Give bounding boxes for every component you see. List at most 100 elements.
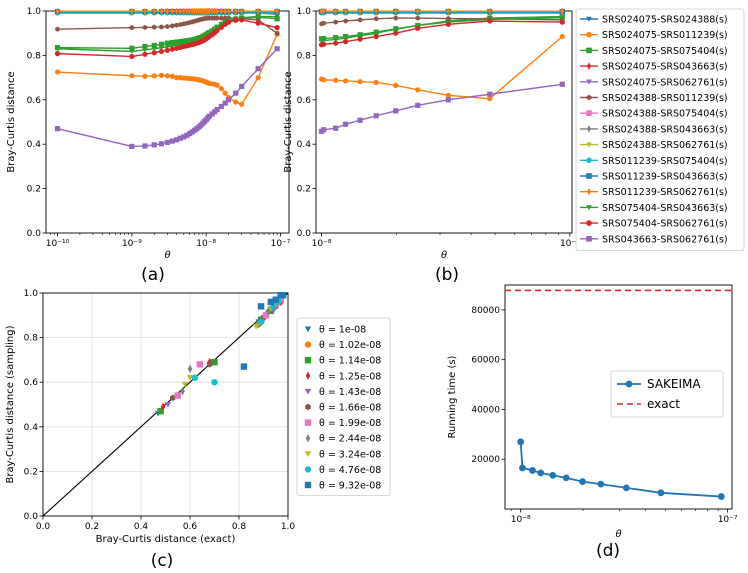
x-tick-label: 0.2 xyxy=(85,522,99,532)
sakeima-line xyxy=(519,441,722,498)
data-point xyxy=(165,7,170,15)
legend-label: θ = 1.02e-08 xyxy=(319,340,381,351)
data-point xyxy=(177,135,184,141)
legend-label: SRS075404-SRS043663(s) xyxy=(602,203,728,214)
data-point xyxy=(151,50,157,56)
data-point xyxy=(333,40,339,46)
data-point xyxy=(151,46,157,52)
data-point xyxy=(215,7,219,15)
data-point xyxy=(487,7,492,15)
x-tick-label: 0.0 xyxy=(36,522,51,532)
data-point xyxy=(446,7,451,15)
sakeima-point xyxy=(529,467,536,474)
data-point xyxy=(255,66,261,72)
legend-label: θ = 1.14e-08 xyxy=(319,356,381,367)
scatter-point xyxy=(252,323,260,330)
data-point xyxy=(169,43,175,49)
legend-marker xyxy=(587,62,591,70)
y-tick-label: 0.4 xyxy=(24,423,39,433)
y-tick-label: 0.8 xyxy=(27,51,42,61)
data-point xyxy=(415,23,421,29)
data-point xyxy=(212,7,217,15)
y-tick-label: 40000 xyxy=(471,405,500,415)
data-point xyxy=(225,19,232,25)
data-point xyxy=(487,96,493,102)
data-point xyxy=(218,22,224,27)
panel-label-a: (a) xyxy=(141,265,165,285)
data-point xyxy=(487,18,493,24)
legend-marker xyxy=(586,142,592,148)
data-point xyxy=(274,25,280,31)
scatter-point xyxy=(164,401,172,408)
legend-label: θ = 1e-08 xyxy=(319,325,366,336)
y-tick-label: 1.0 xyxy=(24,289,39,299)
data-point xyxy=(185,7,189,15)
data-point xyxy=(158,45,165,51)
y-tick-label: 1.0 xyxy=(297,7,312,17)
data-point xyxy=(342,39,349,45)
data-point xyxy=(142,51,148,57)
y-tick-label: 0.0 xyxy=(24,512,39,522)
series-line xyxy=(57,48,278,148)
x-axis-label: θ xyxy=(615,529,621,540)
identity-line xyxy=(42,292,289,517)
x-tick-label: 10⁻⁷ xyxy=(271,239,291,249)
data-point xyxy=(342,121,349,127)
data-point xyxy=(393,82,399,88)
scatter-point xyxy=(186,375,194,381)
x-tick-label: 1.0 xyxy=(281,522,296,532)
data-point xyxy=(321,77,327,83)
data-point xyxy=(445,97,451,103)
legend-marker xyxy=(625,380,633,388)
data-point xyxy=(357,78,363,85)
legend-marker xyxy=(304,466,312,473)
data-point xyxy=(255,75,261,81)
sakeima-point xyxy=(549,472,557,479)
y-tick-label: 0.6 xyxy=(27,96,42,106)
data-point xyxy=(415,7,420,15)
data-point xyxy=(178,7,183,15)
data-point xyxy=(415,102,421,108)
data-point xyxy=(357,17,363,23)
scatter-point xyxy=(257,303,265,310)
axes-frame xyxy=(504,284,733,510)
data-point xyxy=(373,31,379,36)
data-point xyxy=(151,24,157,30)
y-tick-label: 60000 xyxy=(471,356,500,366)
data-point xyxy=(373,113,379,119)
data-point xyxy=(214,24,220,30)
data-point xyxy=(219,7,224,15)
y-axis-label: Bray-Curtis distance (sampling) xyxy=(5,325,16,483)
legend-marker xyxy=(586,220,592,226)
data-point xyxy=(559,81,565,87)
scatter-point xyxy=(211,358,218,366)
data-point xyxy=(169,39,175,46)
data-point xyxy=(187,7,192,15)
y-tick-label: 0.2 xyxy=(24,467,38,477)
data-point xyxy=(129,45,135,51)
data-point xyxy=(164,47,170,53)
data-point xyxy=(333,19,338,25)
x-tick-label: 10⁻¹⁰ xyxy=(46,239,70,249)
data-point xyxy=(174,75,180,81)
data-point xyxy=(559,19,565,25)
data-point xyxy=(559,33,565,40)
data-point xyxy=(415,87,421,93)
legend-label: SRS024075-SRS075404(s) xyxy=(602,46,728,57)
legend-marker xyxy=(304,388,312,395)
scatter-point xyxy=(257,318,265,326)
data-point xyxy=(181,134,187,140)
data-point xyxy=(174,39,180,45)
panel-b: 10⁻⁸ 10⁻⁷ 0.0 0.2 0.4 0.6 0.8 1.0 θ Bray-Curtis d… xyxy=(283,7,580,261)
y-tick-label: 0.6 xyxy=(297,96,312,106)
data-point xyxy=(219,15,224,21)
scatter-point xyxy=(191,374,199,381)
data-point xyxy=(54,51,61,57)
data-point xyxy=(184,40,190,46)
data-point xyxy=(151,142,157,148)
scatter-point xyxy=(196,361,203,368)
legend-marker xyxy=(305,403,311,411)
legend-frame xyxy=(610,370,724,418)
data-point xyxy=(559,15,565,21)
